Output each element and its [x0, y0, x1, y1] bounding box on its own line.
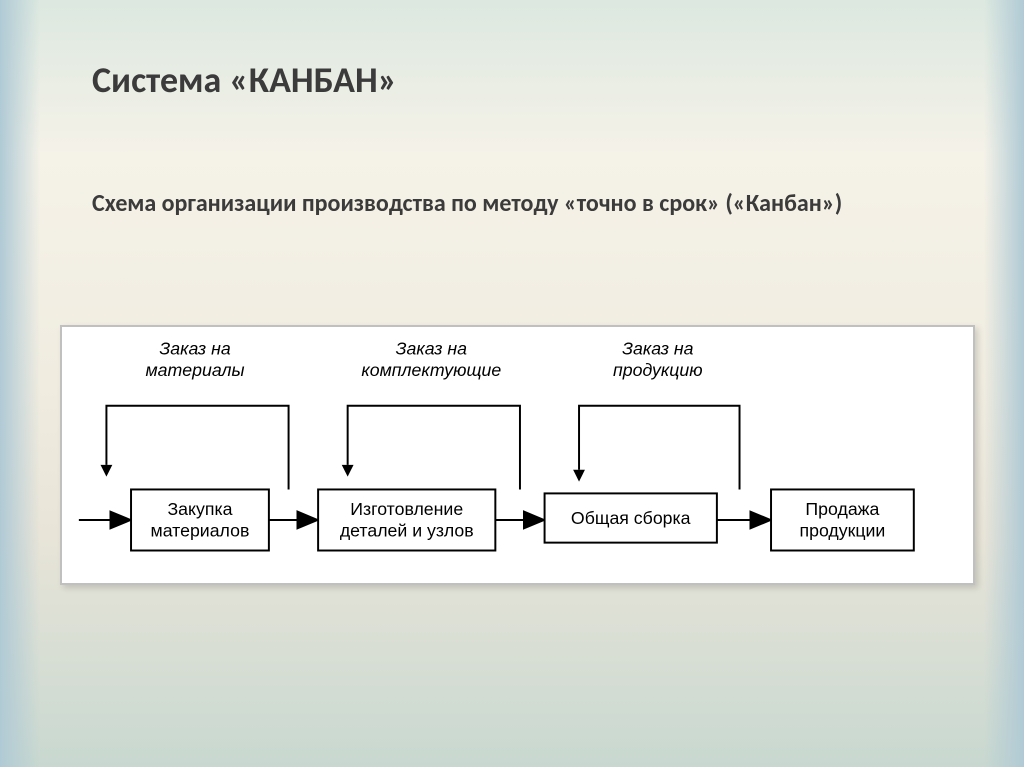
- bg-left-gradient: [0, 0, 40, 767]
- node-label-1: Изготовление: [350, 499, 463, 519]
- feedback-edge-1: [348, 406, 520, 490]
- feedback-edge-2: [579, 406, 739, 490]
- feedback-label-1: комплектующие: [361, 360, 501, 380]
- node-label-0: Закупка: [167, 499, 232, 519]
- node-label-3: Продажа: [805, 499, 879, 519]
- node-label-2: Общая сборка: [571, 508, 691, 528]
- feedback-label-2: Заказ на: [622, 339, 693, 359]
- feedback-label-2: продукцию: [613, 360, 703, 380]
- node-label-0: материалов: [151, 521, 250, 541]
- flowchart-svg: Заказ наматериалыЗаказ накомплектующиеЗа…: [62, 327, 973, 583]
- bg-right-gradient: [984, 0, 1024, 767]
- feedback-label-1: Заказ на: [396, 339, 467, 359]
- page-title: Система «КАНБАН»: [92, 58, 397, 102]
- node-label-1: деталей и узлов: [340, 521, 474, 541]
- feedback-arrowhead-0: [101, 465, 113, 477]
- feedback-arrowhead-1: [342, 465, 354, 477]
- feedback-edge-0: [106, 406, 288, 490]
- subtitle: Схема организации производства по методу…: [92, 188, 892, 219]
- feedback-label-0: материалы: [146, 360, 245, 380]
- diagram-container: Заказ наматериалыЗаказ накомплектующиеЗа…: [60, 325, 975, 585]
- node-label-3: продукции: [800, 521, 886, 541]
- feedback-arrowhead-2: [573, 470, 585, 482]
- feedback-label-0: Заказ на: [159, 339, 230, 359]
